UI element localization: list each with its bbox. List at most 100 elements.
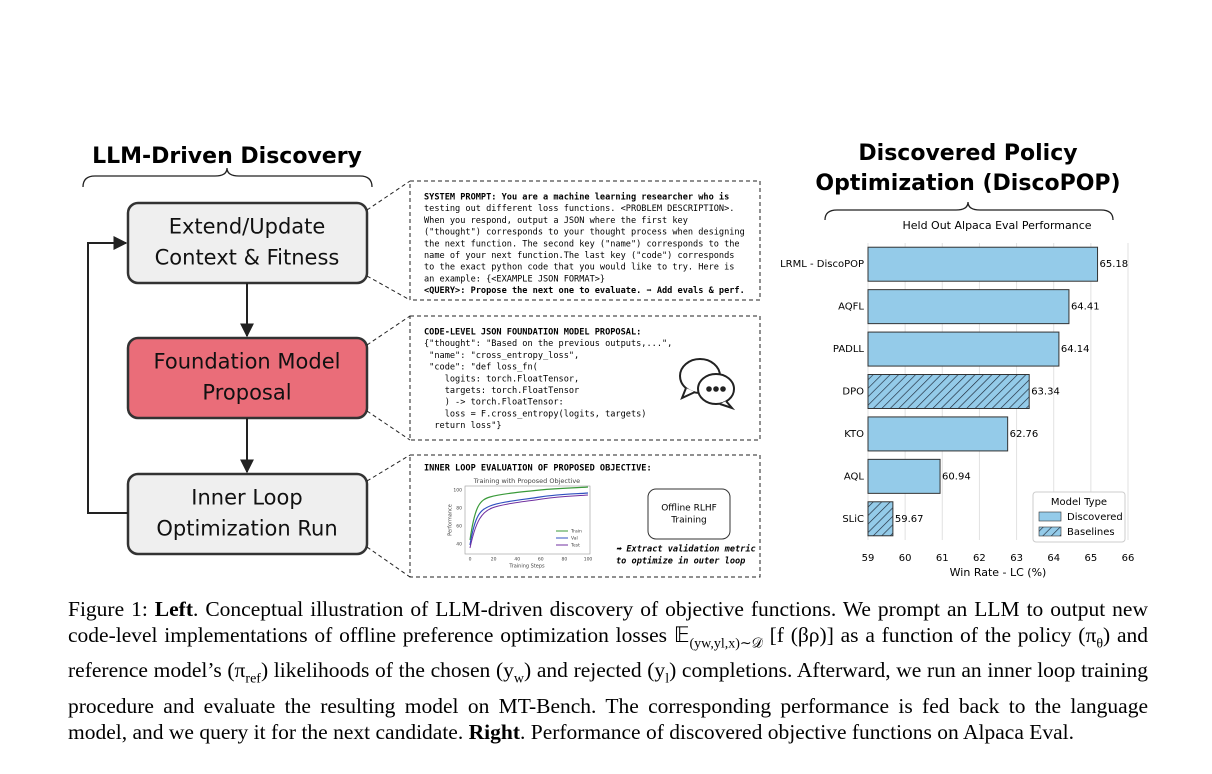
caption-text: Left bbox=[154, 597, 193, 621]
node-label: Optimization Run bbox=[156, 517, 337, 541]
diagram-title: LLM-Driven Discovery bbox=[92, 144, 362, 169]
prompt-line: ("thought") corresponds to your thought … bbox=[424, 228, 745, 238]
x-axis-label: Win Rate - LC (%) bbox=[950, 566, 1047, 579]
caption-text: Figure 1: bbox=[68, 597, 155, 621]
y-tick-label: LRML - DiscoPOP bbox=[780, 259, 864, 270]
caption-text: . Performance of discovered objective fu… bbox=[519, 719, 1075, 744]
x-tick-label: 63 bbox=[1010, 553, 1023, 564]
proposal-line: "name": "cross_entropy_loss", bbox=[424, 351, 579, 361]
value-label: 59.67 bbox=[895, 514, 924, 525]
bar bbox=[867, 458, 941, 494]
prompt-line: SYSTEM PROMPT: You are a machine learnin… bbox=[424, 192, 729, 203]
bar bbox=[867, 501, 894, 537]
caption-text: θ bbox=[1096, 636, 1104, 652]
proposal-line: "code": "def loss_fn( bbox=[424, 363, 538, 373]
prompt-line: the next function. The second key ("name… bbox=[424, 239, 740, 249]
chart-title: Held Out Alpaca Eval Performance bbox=[902, 219, 1091, 232]
right-title: Discovered Policy bbox=[858, 141, 1077, 166]
eval-note: to optimize in outer loop bbox=[616, 556, 745, 567]
legend-swatch bbox=[1038, 511, 1062, 522]
y-tick-label: DPO bbox=[842, 387, 864, 398]
rlhf-box bbox=[647, 488, 731, 540]
mini-plot-xlabel: Training Steps bbox=[508, 564, 545, 570]
bar bbox=[867, 246, 1099, 282]
caption-text: w bbox=[513, 671, 524, 687]
value-label: 64.41 bbox=[1071, 302, 1100, 313]
bar bbox=[867, 374, 1030, 409]
y-tick-label: AQL bbox=[844, 471, 865, 482]
mini-plot-xtick: 100 bbox=[584, 557, 593, 563]
proposal-line: logits: torch.FloatTensor, bbox=[424, 374, 579, 384]
bar bbox=[867, 289, 1070, 325]
y-tick-label: AQFL bbox=[838, 302, 864, 313]
y-tick-label: SLiC bbox=[842, 514, 864, 525]
x-tick-label: 61 bbox=[936, 553, 949, 564]
caption-text: l bbox=[665, 671, 670, 687]
y-tick-label: KTO bbox=[844, 429, 864, 440]
mini-plot-xtick: 0 bbox=[469, 557, 472, 563]
value-label: 65.18 bbox=[1100, 259, 1129, 270]
prompt-line: an example: {<EXAMPLE JSON FORMAT>} bbox=[424, 274, 605, 284]
node-label: Foundation Model bbox=[154, 350, 341, 374]
eval-heading: INNER LOOP EVALUATION OF PROPOSED OBJECT… bbox=[424, 464, 652, 474]
proposal-line: targets: torch.FloatTensor bbox=[424, 386, 579, 396]
value-label: 62.76 bbox=[1010, 429, 1039, 440]
value-label: 63.34 bbox=[1031, 387, 1060, 398]
dashed-connectors bbox=[366, 180, 761, 578]
caption-text: ) completions. Afterward, we run an inne… bbox=[68, 658, 1148, 744]
mini-plot bbox=[464, 485, 591, 555]
mini-plot-xtick: 80 bbox=[562, 557, 568, 563]
rlhf-label: Offline RLHF bbox=[661, 504, 717, 514]
mini-plot-title: Training with Proposed Objective bbox=[473, 477, 580, 485]
caption-text: ) and reference model’s (π bbox=[68, 623, 1149, 683]
chat-icon bbox=[679, 358, 736, 411]
legend-title: Model Type bbox=[1051, 497, 1107, 508]
brace bbox=[824, 201, 1114, 221]
x-tick-label: 62 bbox=[973, 553, 986, 564]
x-tick-label: 60 bbox=[899, 553, 912, 564]
mini-legend-label: Val bbox=[571, 536, 578, 542]
mini-plot-ytick: 80 bbox=[456, 506, 462, 512]
bar bbox=[867, 331, 1060, 367]
mini-legend-label: Test bbox=[570, 543, 580, 549]
feedback-arrow bbox=[87, 236, 128, 514]
y-tick-label: PADLL bbox=[833, 344, 865, 355]
figure: LLM-Driven Discovery Discovered Policy O… bbox=[82, 141, 1135, 579]
caption-text: (yw,yl,x)∼𝒟 bbox=[689, 636, 763, 652]
mini-plot-ytick: 60 bbox=[456, 524, 462, 530]
caption-text: ) and rejected (y bbox=[524, 658, 666, 683]
x-tick-label: 59 bbox=[862, 553, 875, 564]
mini-plot-ylabel: Performance bbox=[448, 504, 454, 536]
legend-swatch bbox=[1038, 526, 1062, 537]
node-label: Context & Fitness bbox=[155, 246, 340, 270]
legend-label: Discovered bbox=[1067, 512, 1123, 523]
mini-plot-ytick: 100 bbox=[453, 488, 462, 494]
value-label: 60.94 bbox=[942, 471, 971, 482]
value-label: 64.14 bbox=[1061, 344, 1090, 355]
rlhf-label: Training bbox=[670, 516, 707, 526]
caption-text: Right bbox=[468, 719, 520, 744]
caption-text: ) likelihoods of the chosen (y bbox=[260, 658, 514, 683]
mini-plot-xtick: 20 bbox=[491, 557, 497, 563]
right-title: Optimization (DiscoPOP) bbox=[815, 171, 1120, 196]
proposal-line: ) -> torch.FloatTensor: bbox=[424, 398, 564, 408]
proposal-line: CODE-LEVEL JSON FOUNDATION MODEL PROPOSA… bbox=[424, 328, 641, 338]
proposal-line: loss = F.cross_entropy(logits, targets) bbox=[424, 409, 646, 419]
eval-note: ➡ Extract validation metric bbox=[616, 544, 756, 555]
caption-text: ref bbox=[245, 671, 261, 687]
x-tick-label: 64 bbox=[1047, 553, 1060, 564]
prompt-line: to the exact python code that you would … bbox=[424, 263, 734, 273]
caption-text: [f (βρ)] as a function of the policy (π bbox=[762, 623, 1097, 647]
brace bbox=[82, 167, 373, 188]
proposal-line: {"thought": "Based on the previous outpu… bbox=[424, 339, 672, 349]
prompt-line: testing out different loss functions. <P… bbox=[424, 204, 734, 214]
node-label: Extend/Update bbox=[169, 215, 326, 239]
prompt-line: name of your next function.The last key … bbox=[424, 251, 734, 261]
caption: Figure 1: Left. Conceptual illustration … bbox=[68, 596, 1148, 745]
bar bbox=[867, 416, 1009, 452]
x-tick-label: 65 bbox=[1084, 553, 1097, 564]
proposal-line: return loss"} bbox=[424, 421, 502, 431]
mini-plot-xtick: 60 bbox=[538, 557, 544, 563]
x-tick-label: 66 bbox=[1122, 553, 1135, 564]
prompt-line: When you respond, output a JSON where th… bbox=[424, 216, 688, 226]
